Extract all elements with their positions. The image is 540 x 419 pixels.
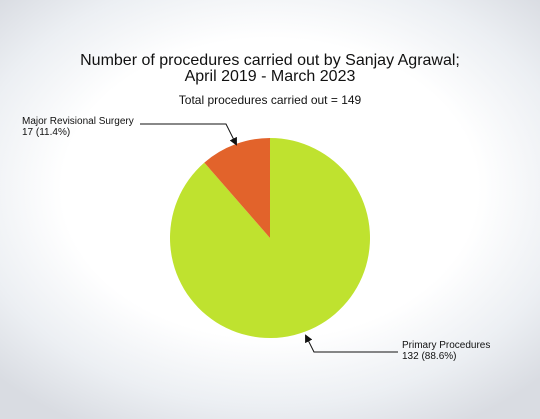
slice-label-major-revisional: Major Revisional Surgery 17 (11.4%) [22,116,134,138]
chart-subtitle: Total procedures carried out = 149 [178,93,362,107]
leader-line-primary [305,334,398,353]
slice-label-primary-value: 132 (88.6%) [402,351,457,362]
slice-label-major-name: Major Revisional Surgery [22,116,134,127]
chart-title-line-1: Number of procedures carried out by Sanj… [80,52,460,69]
slice-label-primary: Primary Procedures 132 (88.6%) [402,340,490,362]
slice-label-primary-name: Primary Procedures [402,340,491,351]
pie-slice-major-revisional-surgery [204,138,270,238]
chart-title-line-2: April 2019 - March 2023 [184,68,356,85]
slice-label-major-value: 17 (11.4%) [22,127,71,138]
leader-line-major-revisional [140,123,237,146]
